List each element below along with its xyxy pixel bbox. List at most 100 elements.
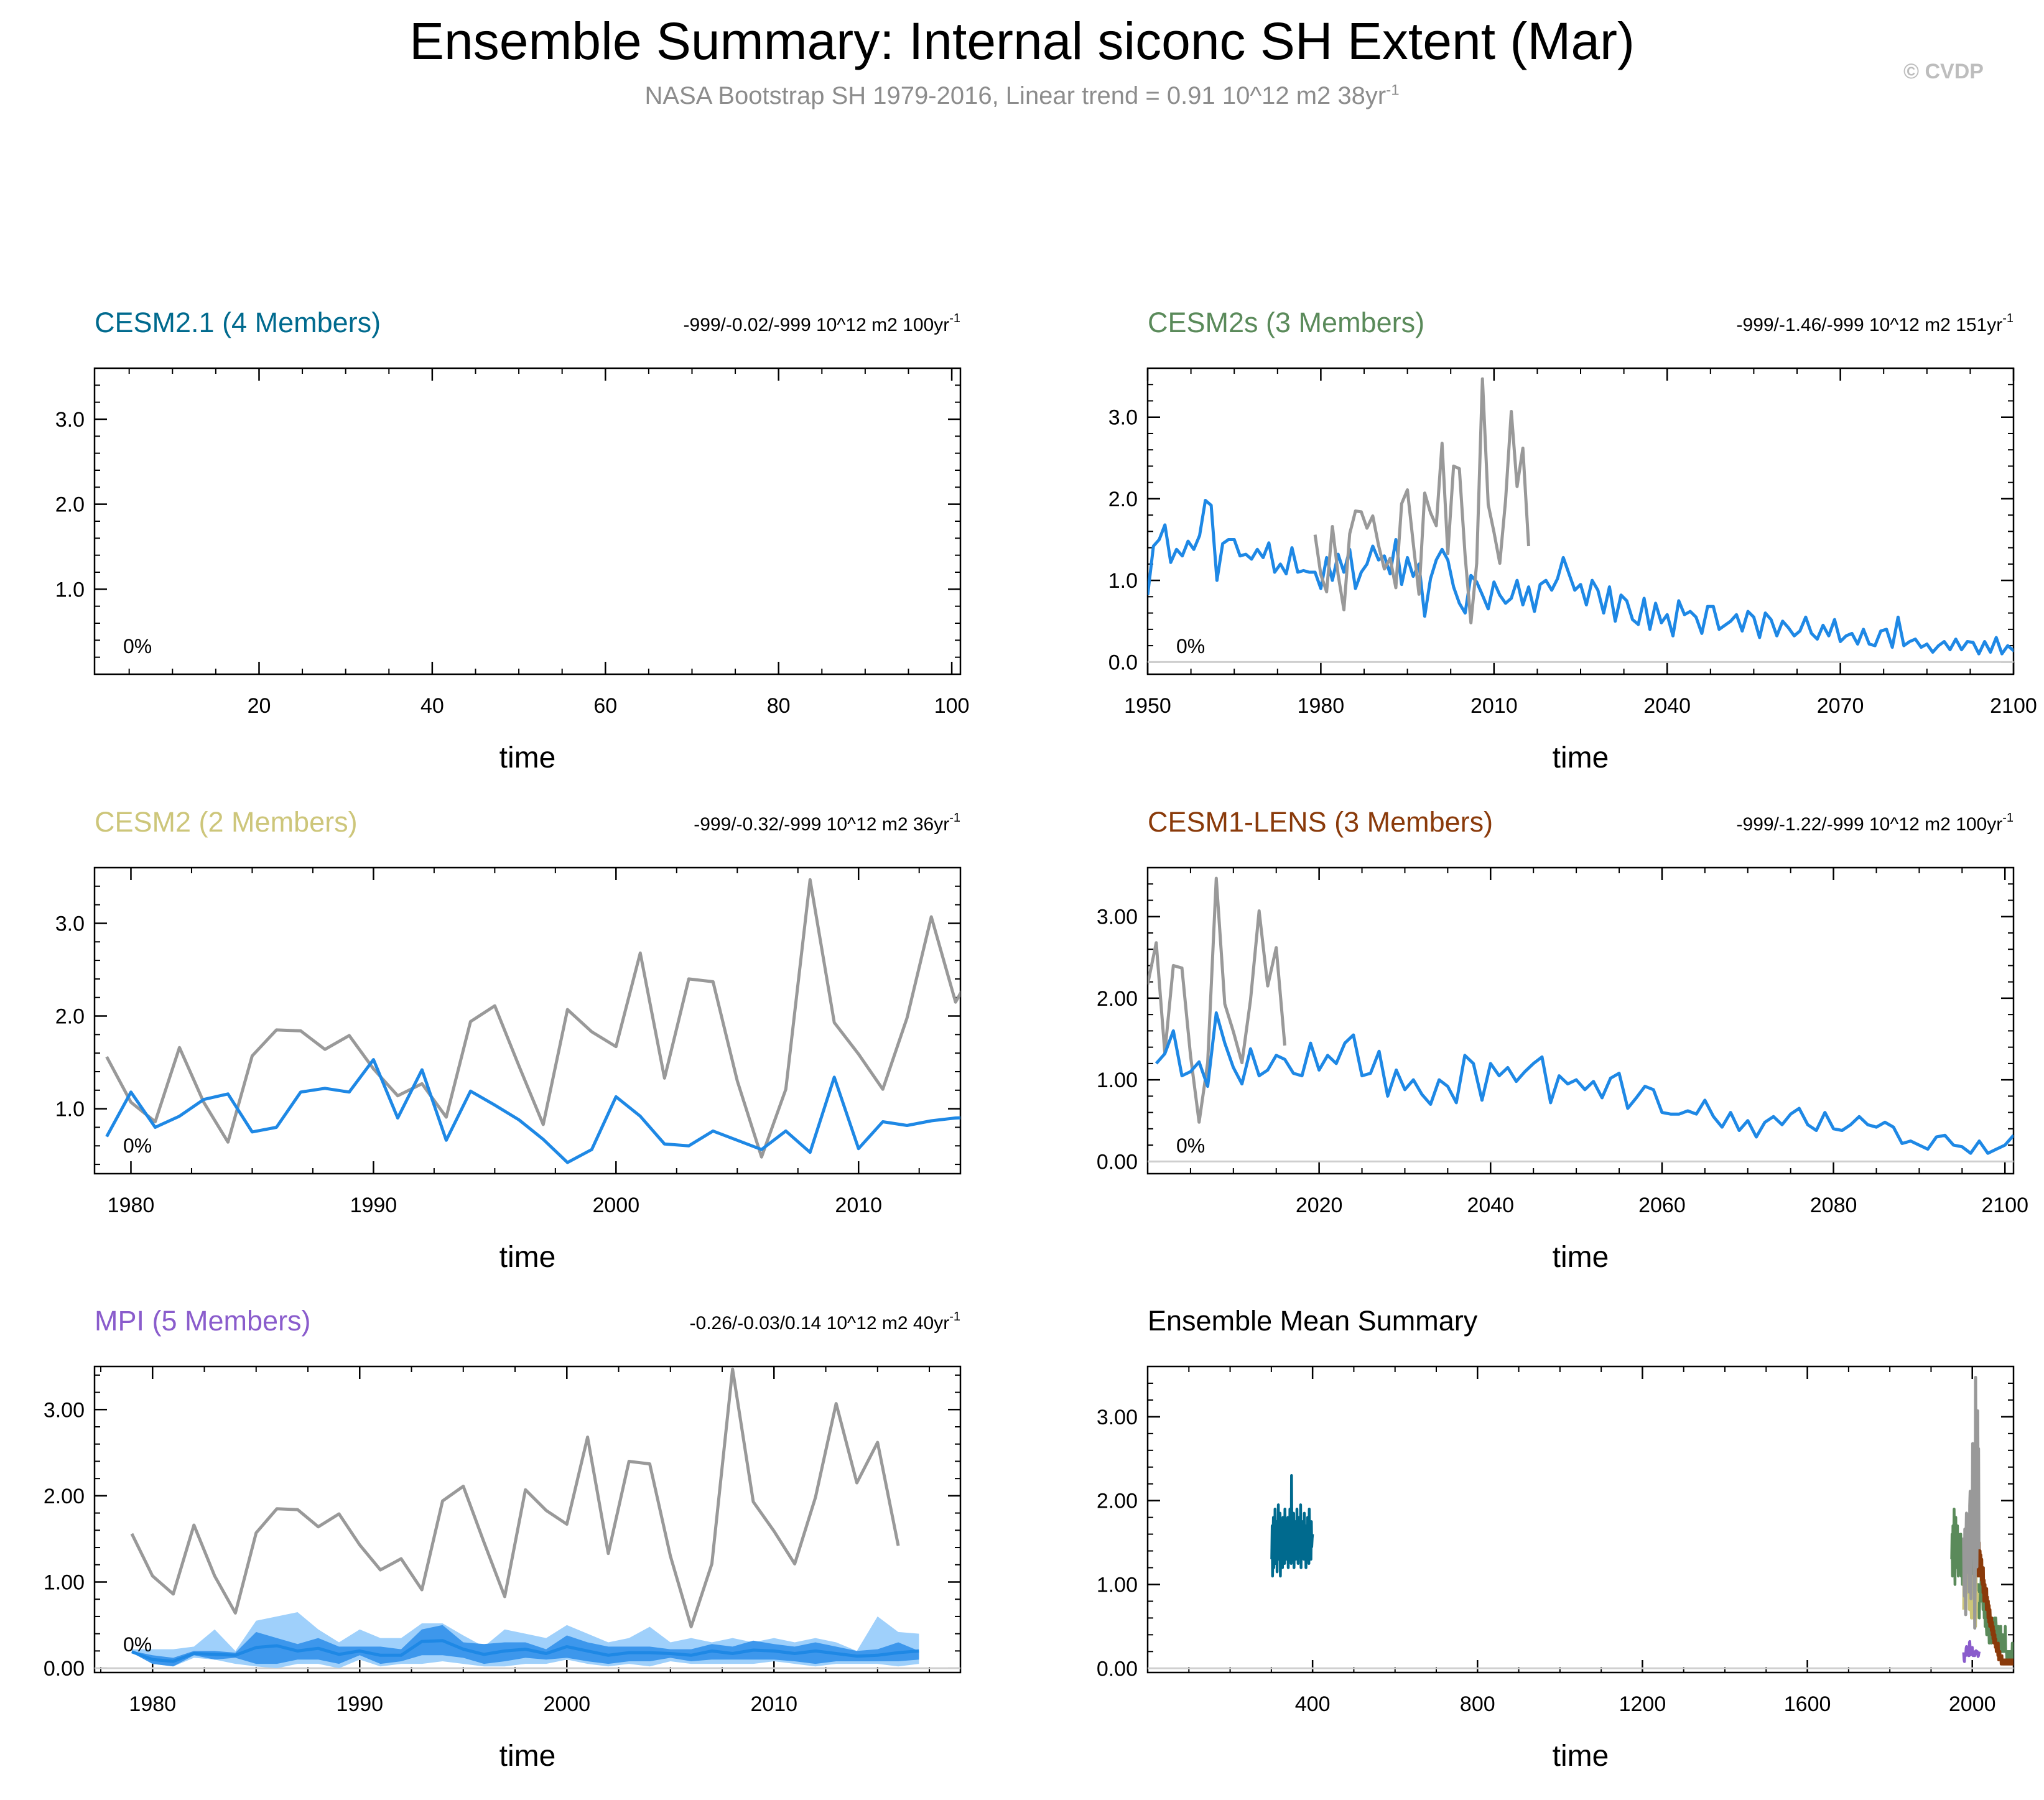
x-tick-label: 1200 [1619,1692,1666,1716]
x-axis-label: time [1553,1740,1609,1773]
y-tick-label: 0.00 [1097,1150,1138,1174]
x-tick-label: 2070 [1817,694,1864,718]
x-axis-label: time [499,741,556,774]
x-tick-label: 1980 [129,1692,176,1716]
observations-line [130,1367,900,1628]
x-tick-label: 1990 [350,1194,397,1217]
ensemble-mean-line [105,1058,960,1164]
panel-cesm2-1: CESM2.1 (4 Members) -999/-0.02/-999 10^12… [55,307,970,774]
observations-line [1148,876,1286,1124]
x-tick-label: 800 [1460,1692,1495,1716]
y-tick-label: 2.00 [1097,1490,1138,1513]
x-tick-label: 2100 [1981,1194,2028,1217]
panel-cesm2: CESM2 (2 Members) -999/-0.32/-999 10^12 m… [55,806,962,1274]
x-tick-label: 2080 [1810,1194,1857,1217]
panel-annotation-superscript: -1 [949,312,960,325]
x-axis-label: time [1553,741,1609,774]
panel-annotation: -999/-1.22/-999 10^12 m2 100yr-1 [1737,811,2014,835]
copyright-label: © CVDP [1903,60,1984,83]
y-tick-label: 3.00 [1097,906,1138,929]
x-tick-label: 2010 [835,1194,882,1217]
x-tick-label: 80 [767,694,791,718]
panel-title: CESM2.1 (4 Members) [95,307,381,338]
x-tick-label: 1600 [1784,1692,1831,1716]
panel-ensemble-mean-summary: Ensemble Mean Summary 400 800 1200 1600 2000 0… [1097,1305,2015,1773]
ensemble-mean-line [1148,499,2014,656]
envelope-inner-band [131,1625,919,1667]
panel-annotation-superscript: -1 [2002,312,2014,325]
page-subtitle: NASA Bootstrap SH 1979-2016, Linear tren… [0,82,2044,110]
series-cesm2-1 [1270,1473,1314,1578]
x-tick-label: 400 [1295,1692,1331,1716]
panel-annotation: -999/-1.46/-999 10^12 m2 151yr-1 [1737,312,2014,335]
y-tick-label: 3.00 [44,1398,85,1422]
y-tick-label: 2.00 [44,1485,85,1508]
panel-annotation: -0.26/-0.03/0.14 10^12 m2 40yr-1 [690,1310,960,1334]
x-tick-label: 2040 [1643,694,1691,718]
plot-area [1148,1376,2014,1669]
plot-area [1148,876,2014,1162]
x-tick-label: 2000 [543,1692,590,1716]
plot-area [1148,377,2014,663]
x-tick-label: 2040 [1467,1194,1514,1217]
y-tick-label: 0.00 [1097,1657,1138,1681]
x-tick-label: 2020 [1296,1194,1343,1217]
x-axis-label: time [499,1740,556,1773]
x-axis-label: time [499,1241,556,1274]
panel-annotation-superscript: -1 [2002,811,2014,825]
percent-label: 0% [1176,635,1205,657]
plot-area [105,878,960,1164]
percent-label: 0% [123,1633,152,1656]
ensemble-mean-line [131,1639,919,1663]
x-tick-label: 2000 [592,1194,639,1217]
panel-cesm2s: CESM2s (3 Members) -999/-1.46/-999 10^12 … [1108,307,2037,774]
x-tick-label: 1980 [1298,694,1345,718]
plot-frame [1146,367,2015,675]
percent-label: 0% [123,1134,152,1157]
panel-annotation: -999/-0.02/-999 10^12 m2 100yr-1 [684,312,960,335]
plot-frame [93,866,962,1175]
x-axis-label: time [1553,1241,1609,1274]
x-tick-label: 2060 [1638,1194,1686,1217]
x-tick-label: 60 [593,694,617,718]
x-tick-label: 2100 [1990,694,2037,718]
percent-label: 0% [1176,1134,1205,1157]
x-tick-label: 1950 [1124,694,1171,718]
panel-mpi: MPI (5 Members) -0.26/-0.03/0.14 10^12 m2… [44,1305,962,1773]
subtitle-text: NASA Bootstrap SH 1979-2016, Linear tren… [644,82,1387,109]
panel-title: CESM2 (2 Members) [95,806,358,838]
panel-title: CESM2s (3 Members) [1148,307,1424,338]
y-tick-label: 1.0 [1108,569,1138,593]
x-tick-label: 2000 [1949,1692,1996,1716]
panel-title: Ensemble Mean Summary [1148,1305,1478,1337]
panel-annotation: -999/-0.32/-999 10^12 m2 36yr-1 [694,811,960,835]
panel-annotation-superscript: -1 [949,1310,960,1324]
y-tick-label: 1.00 [1097,1069,1138,1092]
ensemble-mean-line [1154,1011,2014,1155]
y-tick-label: 1.00 [1097,1573,1138,1597]
x-tick-label: 1980 [108,1194,155,1217]
percent-label: 0% [123,635,152,657]
series-cesm1-lens [1972,1509,2014,1666]
panel-cesm1-lens: CESM1-LENS (3 Members) -999/-1.22/-999 10… [1097,806,2028,1274]
observations-line [1313,377,1530,624]
y-tick-label: 0.0 [1108,651,1138,674]
y-tick-label: 0.00 [44,1657,85,1681]
x-tick-label: 40 [420,694,444,718]
panel-title: CESM1-LENS (3 Members) [1148,806,1493,838]
x-tick-label: 100 [934,694,970,718]
subtitle-superscript: -1 [1386,81,1400,99]
y-tick-label: 3.0 [55,912,85,935]
y-tick-label: 2.0 [1108,488,1138,511]
panel-title: MPI (5 Members) [95,1305,311,1337]
plot-area [95,1367,960,1669]
series-nasa-bootstrap-sh [1962,1376,1981,1630]
series-mpi [1962,1640,1981,1663]
y-tick-label: 1.0 [55,1098,85,1121]
x-tick-label: 2010 [750,1692,797,1716]
plot-frame [1146,1365,2015,1674]
y-tick-label: 2.0 [55,493,85,517]
y-tick-label: 3.0 [55,408,85,432]
panel-annotation-superscript: -1 [949,811,960,825]
